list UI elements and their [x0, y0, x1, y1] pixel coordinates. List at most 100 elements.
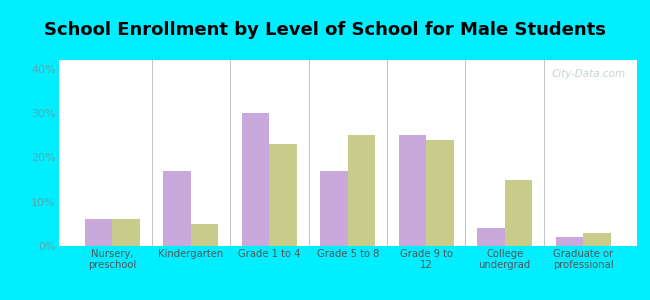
Bar [58, 244, 637, 245]
Bar [58, 244, 637, 245]
Bar [58, 244, 637, 245]
Bar [58, 244, 637, 245]
Bar [58, 245, 637, 246]
Bar [58, 245, 637, 246]
Bar [58, 244, 637, 245]
Bar [58, 244, 637, 245]
Bar [58, 245, 637, 246]
Bar [58, 244, 637, 246]
Bar [58, 244, 637, 245]
Bar [58, 244, 637, 245]
Bar [58, 245, 637, 246]
Bar [58, 244, 637, 245]
Bar [58, 245, 637, 246]
Bar [242, 113, 269, 246]
Bar [58, 245, 637, 246]
Bar [58, 244, 637, 245]
Bar [58, 245, 637, 246]
Bar [58, 245, 637, 246]
Bar [58, 244, 637, 245]
Bar [58, 245, 637, 246]
Bar [58, 244, 637, 245]
Bar [58, 245, 637, 246]
Bar [58, 244, 637, 245]
Bar [58, 245, 637, 246]
Bar [58, 244, 637, 245]
Bar [163, 171, 190, 246]
Bar [58, 245, 637, 246]
Bar [58, 245, 637, 246]
Bar [58, 244, 637, 245]
Bar [556, 237, 583, 246]
Bar [58, 244, 637, 245]
Bar [58, 245, 637, 246]
Bar [58, 244, 637, 246]
Bar [58, 244, 637, 245]
Bar [320, 171, 348, 246]
Bar [58, 245, 637, 246]
Bar [58, 244, 637, 245]
Bar [58, 245, 637, 246]
Bar [58, 245, 637, 246]
Bar [58, 244, 637, 245]
Bar [58, 244, 637, 245]
Bar [58, 244, 637, 245]
Bar [58, 244, 637, 245]
Bar [58, 244, 637, 245]
Bar [58, 244, 637, 245]
Bar [58, 245, 637, 246]
Bar [58, 244, 637, 245]
Bar [58, 244, 637, 245]
Bar [58, 245, 637, 246]
Bar [58, 244, 637, 246]
Bar [58, 244, 637, 245]
Bar [58, 244, 637, 245]
Bar [58, 244, 637, 245]
Bar [58, 245, 637, 246]
Bar [58, 245, 637, 246]
Bar [58, 244, 637, 245]
Bar [58, 244, 637, 245]
Bar [58, 244, 637, 245]
Bar [58, 244, 637, 245]
Bar [58, 244, 637, 245]
Bar [58, 245, 637, 246]
Bar [58, 245, 637, 246]
Bar [58, 244, 637, 245]
Bar [58, 245, 637, 246]
Bar [84, 219, 112, 246]
Bar [58, 245, 637, 246]
Bar [398, 135, 426, 246]
Bar [58, 245, 637, 246]
Text: School Enrollment by Level of School for Male Students: School Enrollment by Level of School for… [44, 21, 606, 39]
Bar [58, 245, 637, 246]
Bar [58, 244, 637, 245]
Bar [58, 244, 637, 245]
Bar [58, 244, 637, 245]
Bar [58, 244, 637, 245]
Bar [58, 245, 637, 246]
Bar [58, 245, 637, 246]
Bar [58, 244, 637, 245]
Bar [112, 219, 140, 246]
Bar [58, 244, 637, 245]
Bar [58, 245, 637, 246]
Bar [58, 245, 637, 246]
Bar [58, 244, 637, 245]
Bar [58, 245, 637, 246]
Bar [58, 245, 637, 246]
Bar [58, 244, 637, 245]
Bar [58, 245, 637, 246]
Bar [58, 244, 637, 245]
Bar [58, 245, 637, 246]
Bar [269, 144, 297, 246]
Bar [58, 245, 637, 246]
Bar [58, 245, 637, 246]
Bar [58, 245, 637, 246]
Bar [58, 244, 637, 245]
Bar [58, 244, 637, 245]
Bar [58, 245, 637, 246]
Bar [58, 245, 637, 246]
Bar [58, 244, 637, 245]
Bar [58, 245, 637, 246]
